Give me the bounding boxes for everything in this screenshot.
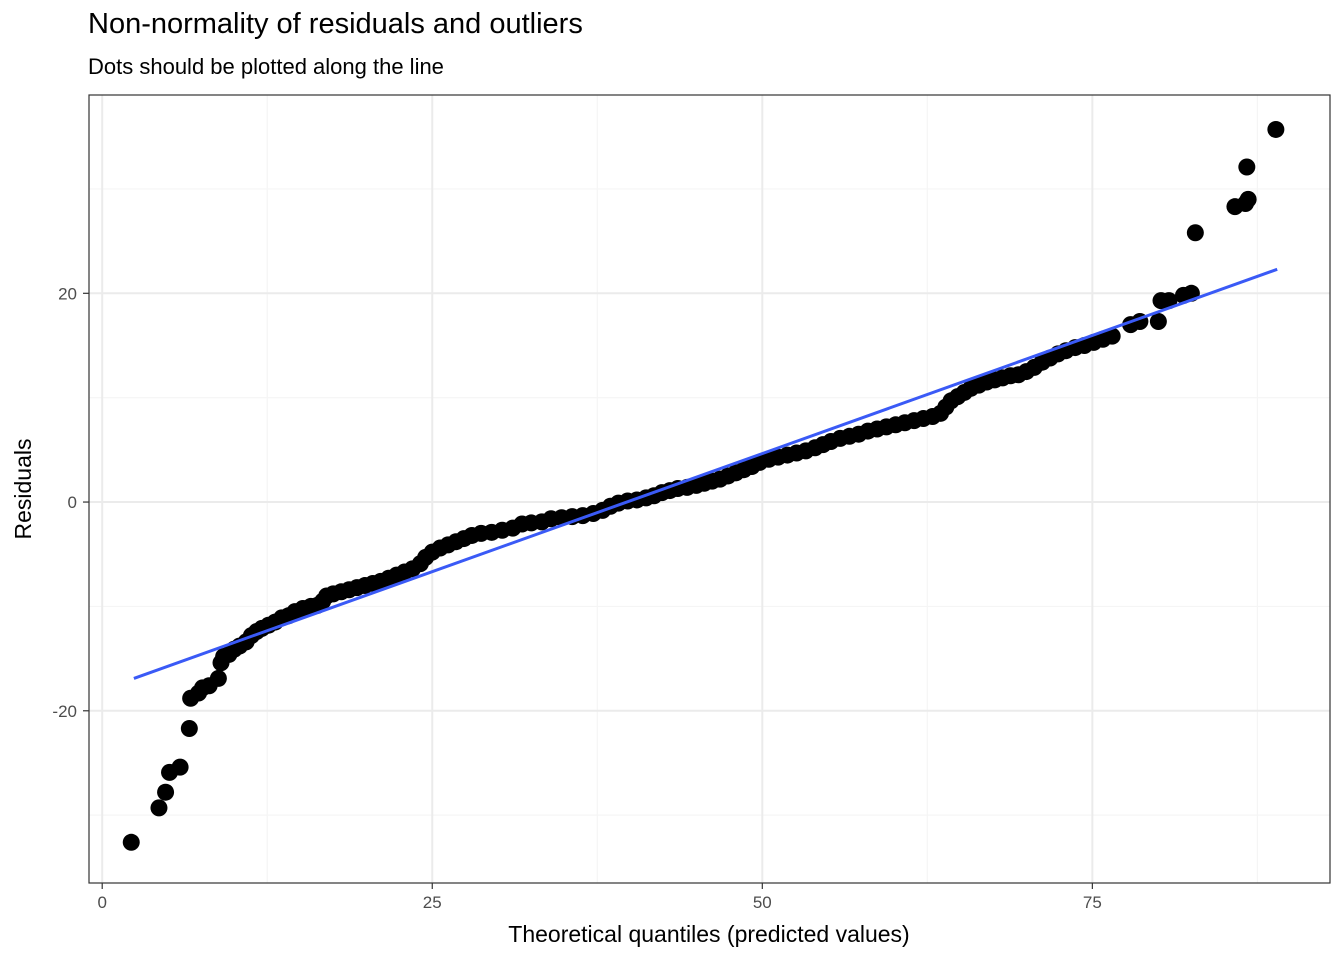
grid-major — [89, 95, 1330, 883]
data-point — [150, 799, 168, 817]
y-tick-label: 20 — [58, 284, 77, 303]
x-axis: 0 25 50 75 — [97, 883, 1102, 912]
data-point — [1103, 327, 1121, 345]
x-axis-title: Theoretical quantiles (predicted values) — [508, 921, 909, 947]
data-point — [209, 669, 227, 687]
panel-border — [88, 94, 1331, 884]
y-tick-label: 0 — [68, 493, 77, 512]
data-point — [1238, 158, 1256, 176]
reference-line — [133, 267, 1278, 680]
points-layer — [122, 120, 1285, 851]
chart-title: Non-normality of residuals and outliers — [88, 8, 583, 40]
y-axis: -20 0 20 — [52, 284, 89, 721]
data-point — [1186, 224, 1204, 242]
data-point — [122, 833, 140, 851]
data-point — [1149, 312, 1167, 330]
data-point — [180, 720, 198, 738]
data-point — [1160, 292, 1178, 310]
x-tick-label: 50 — [753, 893, 772, 912]
data-point — [171, 758, 189, 776]
data-point — [157, 783, 175, 801]
x-tick-label: 25 — [423, 893, 442, 912]
chart-subtitle: Dots should be plotted along the line — [88, 54, 444, 79]
data-point — [1267, 120, 1285, 138]
x-tick-label: 75 — [1083, 893, 1102, 912]
y-tick-label: -20 — [52, 702, 77, 721]
grid-minor — [89, 95, 1330, 883]
y-axis-title: Residuals — [10, 439, 36, 540]
x-tick-label: 0 — [97, 893, 106, 912]
data-point — [1239, 190, 1257, 208]
